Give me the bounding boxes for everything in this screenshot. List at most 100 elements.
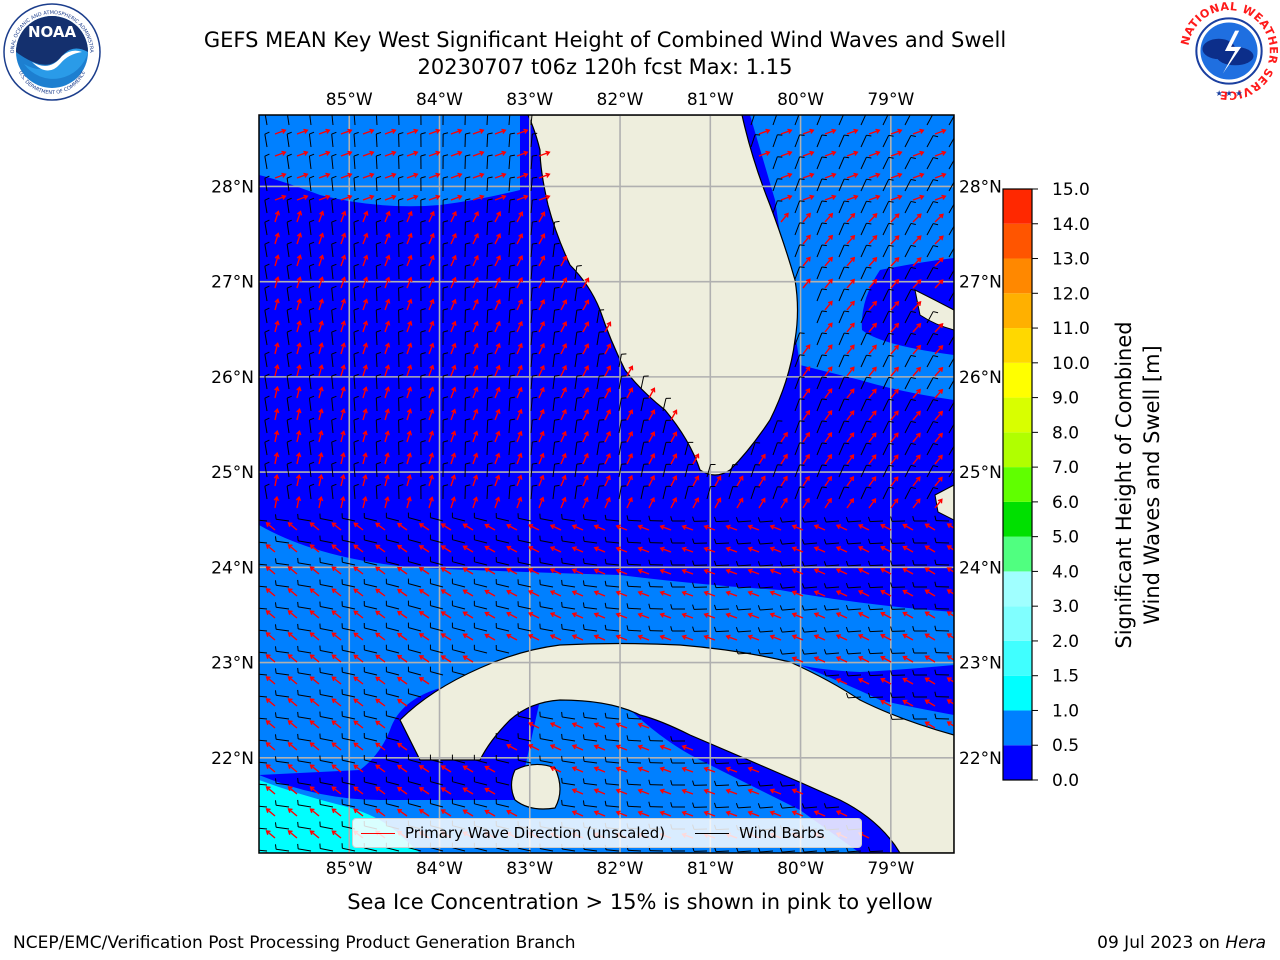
wind-barb xyxy=(912,648,928,654)
wave-direction-arrow xyxy=(418,633,430,641)
wind-barb xyxy=(816,244,827,258)
wave-direction-arrow xyxy=(560,496,567,509)
wave-direction-arrow xyxy=(340,210,347,223)
wave-direction-arrow xyxy=(924,677,936,685)
wave-direction-arrow xyxy=(880,633,892,641)
wave-direction-arrow xyxy=(318,473,324,487)
wave-direction-arrow xyxy=(747,590,760,597)
wind-barb xyxy=(517,755,532,764)
wind-barb xyxy=(728,486,738,500)
wind-barb xyxy=(274,602,290,610)
wave-direction-arrow xyxy=(912,388,921,399)
wave-direction-arrow xyxy=(265,852,271,853)
wind-barb xyxy=(582,778,598,786)
wave-direction-arrow xyxy=(418,523,430,531)
wave-direction-arrow xyxy=(440,589,452,597)
wind-barb xyxy=(596,419,605,434)
wind-barb xyxy=(890,648,906,654)
wind-barb xyxy=(530,264,538,280)
wave-direction-arrow xyxy=(802,128,815,135)
wave-direction-arrow xyxy=(494,128,507,135)
wind-barb xyxy=(561,711,576,720)
wind-barb xyxy=(274,800,290,808)
wind-barb xyxy=(286,329,292,346)
wind-barb xyxy=(582,602,598,610)
wind-barb xyxy=(464,132,471,148)
wind-barb xyxy=(486,352,493,368)
wave-direction-arrow xyxy=(946,589,954,595)
wave-direction-arrow xyxy=(637,810,650,817)
wave-direction-arrow xyxy=(450,150,463,157)
wave-direction-arrow xyxy=(946,699,954,705)
wind-barb xyxy=(495,512,510,522)
wave-direction-arrow xyxy=(604,452,611,465)
wave-direction-arrow xyxy=(549,766,562,773)
wave-direction-arrow xyxy=(824,172,837,179)
wind-barb xyxy=(714,604,730,611)
wind-barb xyxy=(574,287,582,302)
wind-barb xyxy=(794,156,805,170)
wave-direction-arrow xyxy=(309,654,320,663)
wind-barb xyxy=(882,486,894,500)
wave-direction-arrow xyxy=(516,364,523,377)
wave-direction-arrow xyxy=(428,452,435,465)
wave-direction-arrow xyxy=(516,386,523,399)
wind-barb xyxy=(464,154,471,170)
wave-direction-arrow xyxy=(802,409,811,421)
wind-barb xyxy=(442,418,449,434)
wind-barb xyxy=(816,310,827,324)
wave-direction-arrow xyxy=(406,232,413,245)
wave-direction-arrow xyxy=(353,522,364,531)
wave-direction-arrow xyxy=(362,364,368,377)
wave-direction-arrow xyxy=(912,235,922,245)
wave-direction-arrow xyxy=(934,323,944,333)
legend-wave-label: Primary Wave Direction (unscaled) xyxy=(405,824,666,842)
wave-direction-arrow xyxy=(934,366,944,377)
wave-direction-arrow xyxy=(287,610,298,619)
wave-direction-arrow xyxy=(560,386,567,399)
wave-direction-arrow xyxy=(494,364,501,377)
wave-direction-arrow xyxy=(912,300,922,311)
wind-barb xyxy=(375,285,382,302)
wave-direction-arrow xyxy=(406,408,413,421)
wave-direction-arrow xyxy=(593,722,606,729)
wave-direction-arrow xyxy=(309,588,320,597)
wind-barb xyxy=(948,115,954,126)
wave-direction-arrow xyxy=(296,429,302,443)
wind-barb xyxy=(363,710,378,720)
wind-barb xyxy=(407,556,422,566)
wave-direction-arrow xyxy=(582,277,590,289)
wave-direction-arrow xyxy=(835,590,848,597)
wind-barb xyxy=(451,754,466,764)
wave-direction-arrow xyxy=(946,611,954,617)
lon-label-top: 81°W xyxy=(687,90,734,110)
wind-barb xyxy=(442,462,449,478)
wave-direction-arrow xyxy=(265,676,276,685)
wind-barb xyxy=(574,375,582,390)
wave-direction-arrow xyxy=(912,366,922,377)
wave-direction-arrow xyxy=(527,524,540,531)
wave-direction-arrow xyxy=(582,299,590,311)
wave-direction-arrow xyxy=(362,276,369,289)
map-gridlines xyxy=(259,115,954,853)
wind-barb xyxy=(398,242,404,258)
wind-barb xyxy=(486,242,493,258)
wave-direction-arrow xyxy=(384,254,391,267)
wind-barb xyxy=(868,538,884,545)
wind-barb xyxy=(823,561,840,567)
wave-direction-arrow xyxy=(802,475,810,487)
wind-barb xyxy=(486,176,493,192)
wind-barb xyxy=(331,175,337,192)
wind-barb xyxy=(735,627,752,633)
noaa-logo: NOAA NATIONAL OCEANIC AND ATMOSPHERIC AD… xyxy=(2,2,101,101)
wave-direction-arrow xyxy=(274,386,280,399)
wave-direction-arrow xyxy=(637,568,650,575)
wave-direction-arrow xyxy=(747,634,760,641)
wave-direction-arrow xyxy=(747,810,760,817)
wave-direction-arrow xyxy=(912,194,925,201)
wave-direction-arrow xyxy=(637,788,650,795)
wave-direction-arrow xyxy=(450,276,457,289)
wind-barb xyxy=(530,352,538,368)
wave-direction-arrow xyxy=(769,810,782,817)
